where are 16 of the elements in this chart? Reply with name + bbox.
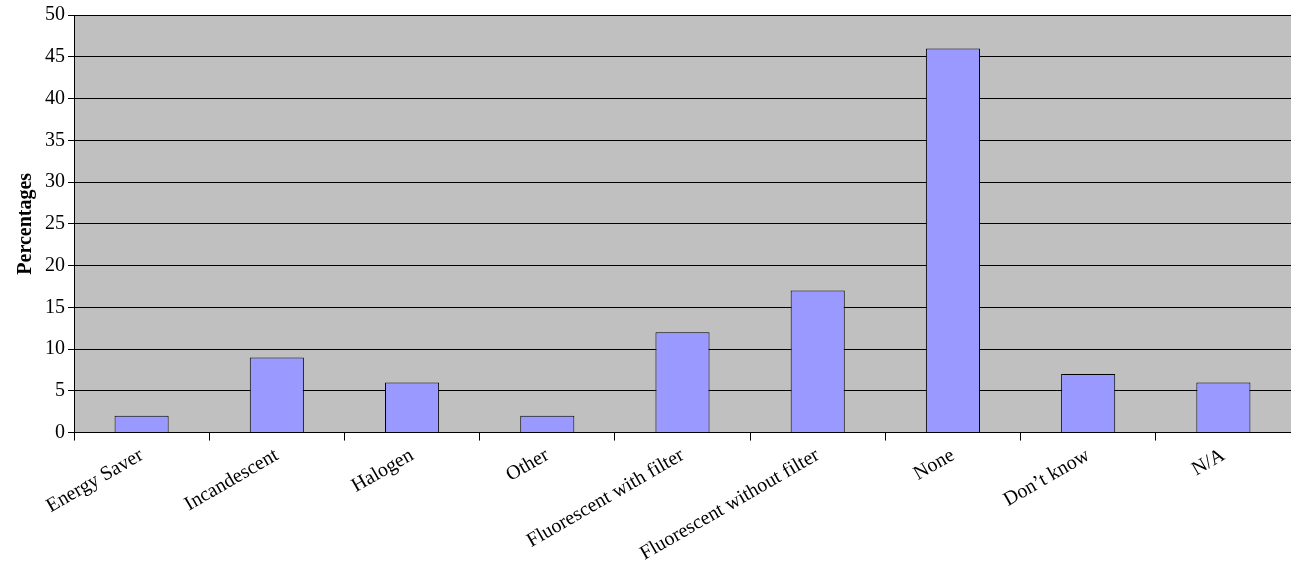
y-tick-label: 30 xyxy=(45,169,65,192)
y-tick-label: 5 xyxy=(55,378,65,401)
y-tick-label: 20 xyxy=(45,252,65,275)
y-tick-label: 15 xyxy=(45,294,65,317)
y-axis-title: Percentages xyxy=(13,172,37,275)
y-tick-label: 35 xyxy=(45,127,65,150)
x-tick-label: Other xyxy=(501,442,553,485)
y-tick-label: 50 xyxy=(45,2,65,25)
y-tick-label: 10 xyxy=(45,336,65,359)
x-tick-label: Don’t know xyxy=(998,442,1094,510)
x-tick-label: None xyxy=(909,442,958,484)
y-tick-label: 40 xyxy=(45,85,65,108)
y-tick-label: 25 xyxy=(45,211,65,234)
y-tick-label: 45 xyxy=(45,44,65,67)
y-tick-label: 0 xyxy=(55,419,65,442)
x-tick-label: N/A xyxy=(1187,442,1229,480)
